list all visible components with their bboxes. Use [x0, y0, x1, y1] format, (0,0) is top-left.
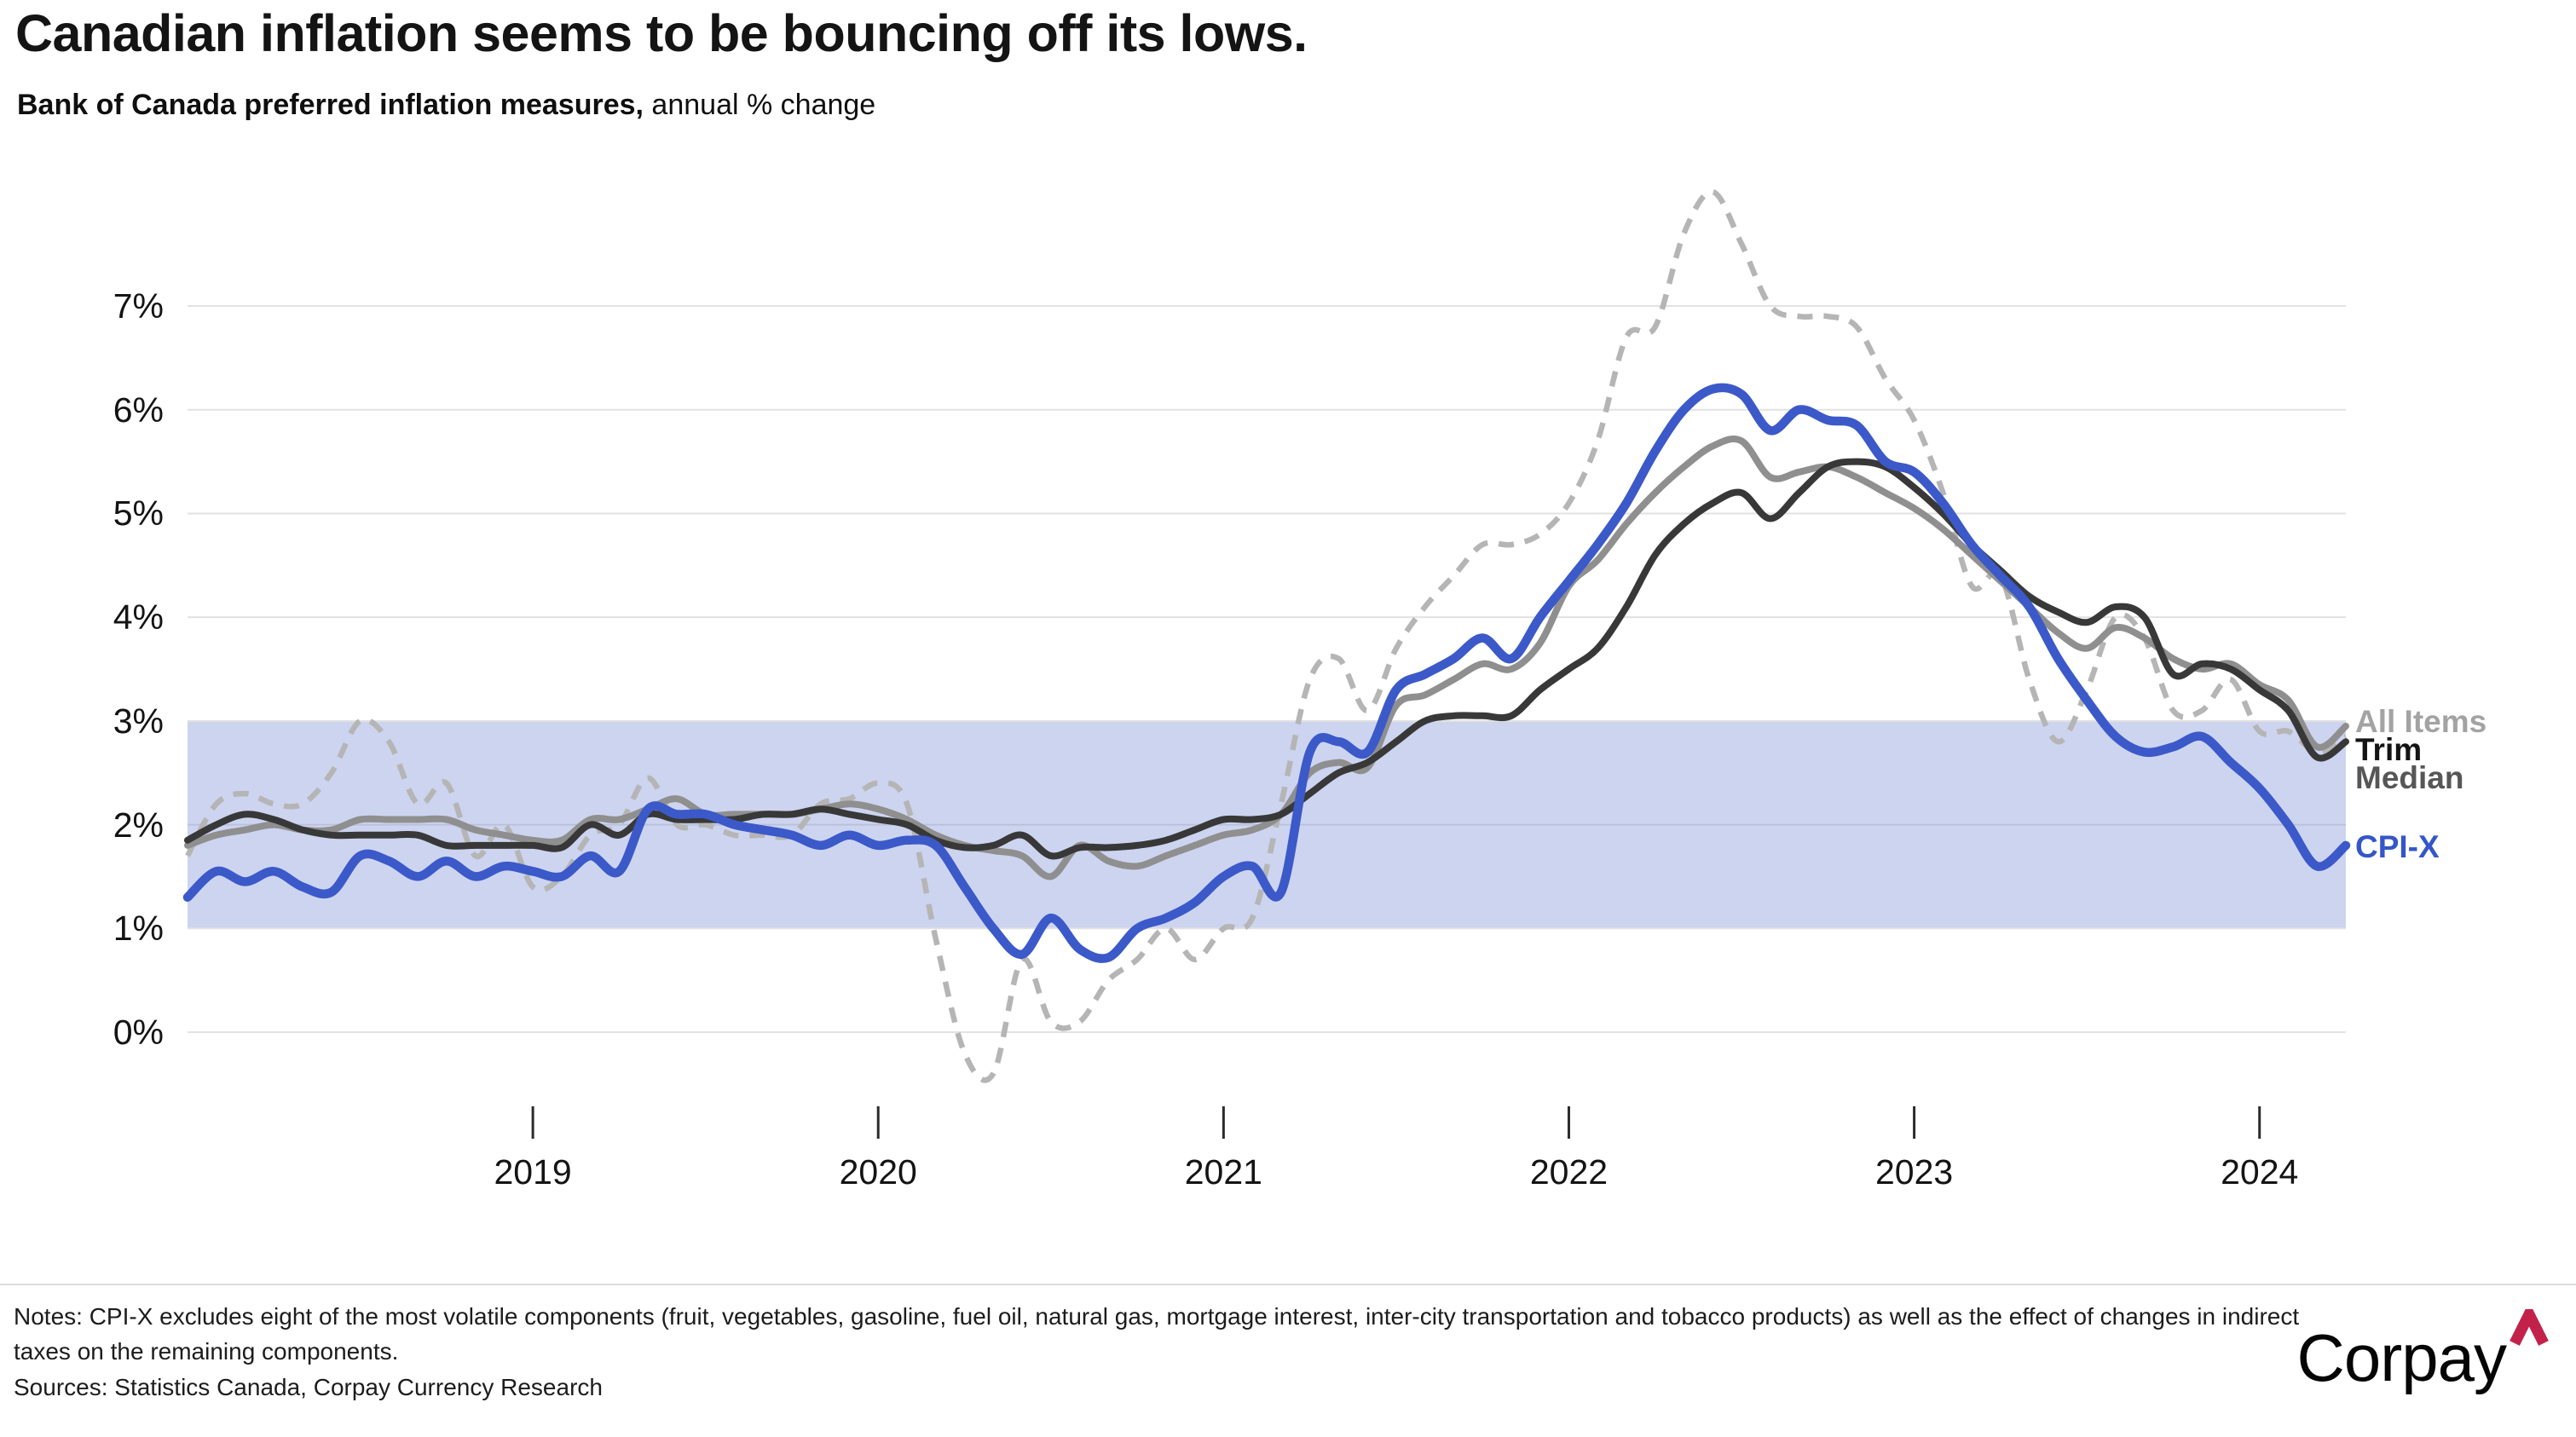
y-axis-label-4%: 4%: [113, 597, 164, 638]
page-subtitle: Bank of Canada preferred inflation measu…: [17, 89, 875, 122]
y-axis-label-0%: 0%: [113, 1013, 164, 1052]
series-line-median: [184, 435, 2349, 880]
sources-text: Sources: Statistics Canada, Corpay Curre…: [14, 1374, 603, 1400]
series-label-median: Median: [2355, 760, 2464, 795]
subtitle-bold-text: Bank of Canada preferred inflation measu…: [17, 89, 644, 121]
notes-text: Notes: CPI-X excludes eight of the most …: [14, 1303, 2300, 1365]
x-axis-label-2023: 2023: [1874, 1152, 1954, 1192]
series-line-cpi-x: [182, 383, 2351, 963]
y-axis-label-3%: 3%: [113, 701, 164, 741]
y-axis-label-7%: 7%: [113, 286, 164, 326]
subtitle-regular-text: annual % change: [643, 89, 876, 121]
y-axis-label-1%: 1%: [113, 909, 164, 949]
x-axis-label-2024: 2024: [2221, 1152, 2299, 1192]
series-label-all-items: All Items: [2355, 704, 2487, 739]
footer-divider: [0, 1284, 2576, 1285]
page-title: Canadian inflation seems to be bouncing …: [15, 4, 1308, 62]
x-axis-label-2020: 2020: [839, 1152, 917, 1192]
x-axis-label-2021: 2021: [1184, 1152, 1262, 1192]
logo-caret-icon: [2510, 1285, 2549, 1363]
x-axis-label-2019: 2019: [494, 1152, 572, 1192]
y-axis-label-6%: 6%: [113, 390, 164, 430]
corpay-logo: Corpay: [2296, 1301, 2549, 1397]
x-axis-label-2022: 2022: [1529, 1152, 1609, 1192]
series-line-all-items: [185, 188, 2348, 1083]
y-axis-label-2%: 2%: [113, 805, 164, 845]
series-label-cpi-x: CPI-X: [2355, 829, 2440, 864]
series-label-trim: Trim: [2355, 732, 2423, 767]
logo-text: Corpay: [2296, 1320, 2507, 1395]
footer: Notes: CPI-X excludes eight of the most …: [14, 1299, 2362, 1405]
y-axis-label-5%: 5%: [113, 493, 164, 534]
